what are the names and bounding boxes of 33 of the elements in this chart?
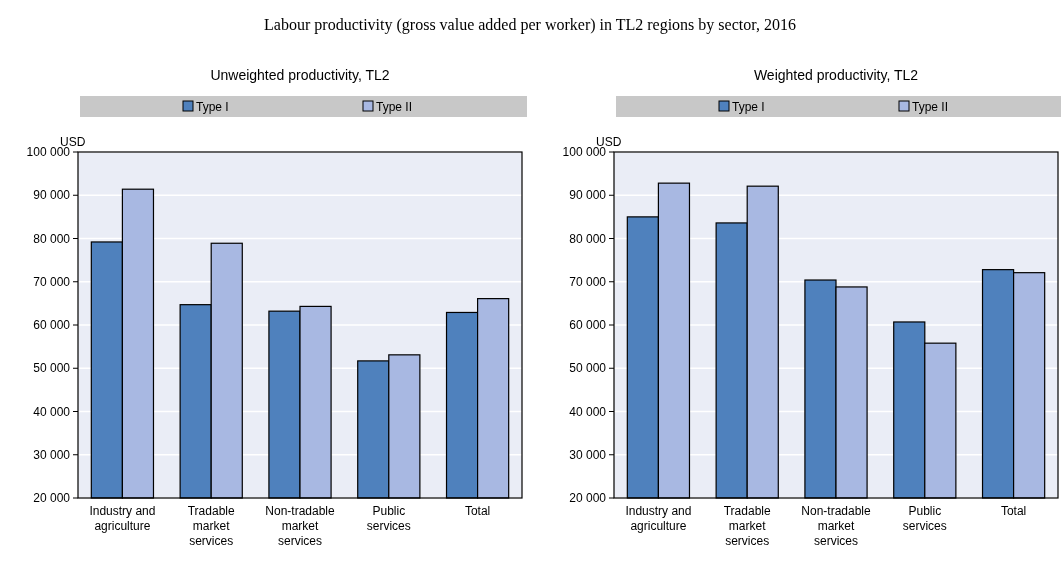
y-tick-label: 60 000 (33, 318, 71, 332)
y-tick-label: 80 000 (33, 231, 71, 246)
y-tick-label: 30 000 (569, 447, 607, 462)
y-tick-label: 40 000 (569, 404, 607, 419)
legend-label: Type I (196, 99, 229, 114)
x-tick-label: Public services (902, 504, 947, 533)
y-tick-label: 20 000 (33, 491, 71, 505)
x-tick-label: Non-tradable market services (265, 504, 336, 548)
legend-label: Type II (376, 99, 413, 114)
x-tick-label: Non-tradable market services (801, 504, 872, 548)
x-tick-label: Industry and agriculture (89, 504, 156, 533)
y-tick-label: 50 000 (569, 361, 607, 376)
x-tick-label: Tradable market services (723, 504, 771, 548)
x-tick-label: Tradable market services (187, 504, 235, 548)
chart-title: Unweighted productivity, TL2 (210, 67, 390, 83)
y-tick-label: 80 000 (569, 231, 607, 246)
y-tick-label: 40 000 (33, 404, 71, 419)
y-tick-label: 90 000 (33, 188, 71, 203)
y-tick-label: 50 000 (33, 361, 71, 376)
legend-label: Type II (912, 99, 949, 114)
y-tick-label: 20 000 (569, 491, 607, 505)
x-tick-label: Industry and agriculture (625, 504, 692, 533)
x-tick-label: Total (464, 504, 491, 518)
y-tick-label: 90 000 (569, 188, 607, 203)
y-tick-label: 30 000 (33, 447, 71, 462)
text: Labour productivity (gross value added per worker) in TL2 regions by sector, 2016 (264, 16, 796, 34)
chart-title: Weighted productivity, TL2 (753, 67, 919, 83)
x-tick-label: Public services (366, 504, 411, 533)
y-tick-label: 70 000 (33, 274, 71, 289)
x-tick-label: Total (1000, 504, 1027, 518)
y-tick-label: 60 000 (569, 318, 607, 332)
legend-label: Type I (732, 99, 765, 114)
y-tick-label: 70 000 (569, 274, 607, 289)
